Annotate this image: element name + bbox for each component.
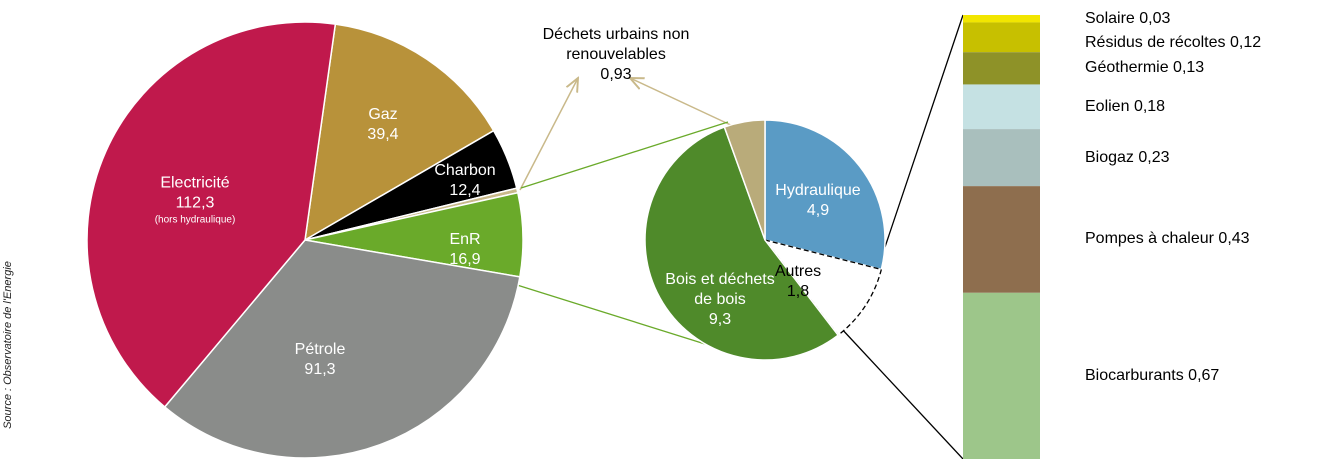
bar-label: Résidus de récoltes 0,12 xyxy=(1085,34,1261,52)
pie-slice xyxy=(304,23,495,242)
value-label: 12,4 xyxy=(449,182,481,199)
pie-slice xyxy=(86,21,337,408)
pie-slice xyxy=(723,119,766,241)
slice-label: Autres 1,8 xyxy=(728,262,868,302)
category-label: Solaire xyxy=(1085,9,1135,27)
value-label: 4,9 xyxy=(806,202,830,219)
connector xyxy=(520,121,729,189)
annotation: (hors hydraulique) xyxy=(154,214,236,226)
pie-slice xyxy=(764,119,886,271)
slice-label: Charbon 12,4 xyxy=(395,161,535,201)
connector xyxy=(839,326,964,459)
bar-segment xyxy=(963,52,1040,85)
connector xyxy=(516,284,706,345)
category-label: Biocarburants xyxy=(1085,366,1184,384)
category-label: Gaz xyxy=(368,106,398,123)
value-label: 0,43 xyxy=(1218,230,1250,248)
bar-label: Biocarburants 0,67 xyxy=(1085,367,1219,385)
category-label: Pétrole xyxy=(294,341,346,358)
bar-segment xyxy=(963,22,1040,53)
slice-label: EnR 16,9 xyxy=(395,230,535,270)
category-label: Bois et déchets de bois xyxy=(665,271,775,308)
bar-segment xyxy=(963,186,1040,293)
value-label: 16,9 xyxy=(449,251,481,268)
slice-label: Hydraulique 4,9 xyxy=(763,181,873,221)
category-label: Hydraulique xyxy=(775,182,861,199)
arrow xyxy=(630,78,736,128)
source: Source : Observatoire de l'Energie xyxy=(2,261,14,429)
value-label: 112,3 xyxy=(175,194,215,212)
bar-label: Eolien 0,18 xyxy=(1085,98,1165,116)
arrow xyxy=(519,78,578,191)
category-label: Autres xyxy=(774,263,822,280)
bar-label: Géothermie 0,13 xyxy=(1085,59,1204,77)
value-label: 0,13 xyxy=(1173,59,1205,77)
value-label: 0,93 xyxy=(600,66,632,83)
category-label: Géothermie xyxy=(1085,59,1169,77)
bar-segment xyxy=(963,292,1040,459)
connector xyxy=(883,14,964,251)
slice-label: Pétrole 91,3 xyxy=(250,340,390,380)
category-label: Pompes à chaleur xyxy=(1085,230,1214,248)
value-label: 9,3 xyxy=(708,311,732,328)
bar-label: Biogaz 0,23 xyxy=(1085,149,1170,167)
value-label: 0,23 xyxy=(1138,148,1170,166)
bar-segment xyxy=(963,84,1040,130)
slice-label: Electricité 112,3 (hors hydraulique) xyxy=(125,174,265,227)
value-label: 91,3 xyxy=(304,361,336,378)
category-label: Déchets urbains non renouvelables xyxy=(542,26,690,63)
value-label: 1,8 xyxy=(786,283,810,300)
slice-label: Gaz 39,4 xyxy=(313,105,453,145)
pie-slice xyxy=(644,126,840,361)
pie-slice xyxy=(163,239,521,459)
category-label: Résidus de récoltes xyxy=(1085,34,1226,51)
bar-segment xyxy=(963,15,1040,23)
value-label: 39,4 xyxy=(367,126,399,143)
category-label: Biogaz xyxy=(1085,148,1134,166)
bar-segment xyxy=(963,129,1040,187)
pie-slice xyxy=(763,238,883,337)
value-label: 0,03 xyxy=(1139,9,1171,27)
bar-label: Pompes à chaleur 0,43 xyxy=(1085,230,1250,248)
value-label: 0,12 xyxy=(1229,34,1262,51)
category-label: Charbon xyxy=(434,162,496,179)
category-label: Eolien xyxy=(1085,97,1130,115)
slice-label: Déchets urbains non renouvelables 0,93 xyxy=(531,25,701,85)
value-label: 0,18 xyxy=(1133,97,1166,115)
slice-label: Bois et déchets de bois 9,3 xyxy=(665,270,775,330)
value-label: 0,67 xyxy=(1188,366,1220,384)
bar-label: Solaire 0,03 xyxy=(1085,10,1170,28)
category-label: EnR xyxy=(449,231,481,248)
category-label: Electricité xyxy=(160,174,230,192)
